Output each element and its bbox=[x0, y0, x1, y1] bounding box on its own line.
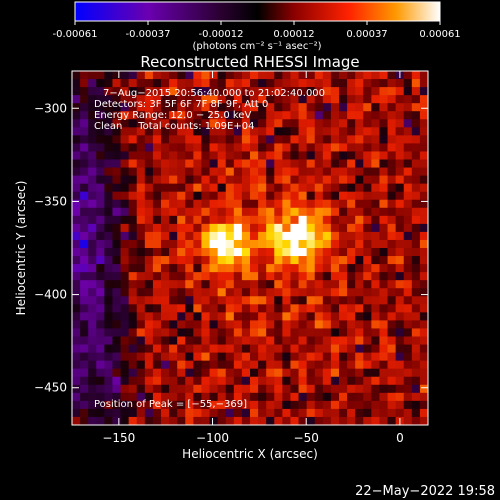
x-tick-label: 0 bbox=[396, 431, 404, 445]
colorbar-ticks: -0.00061 -0.00037 -0.00012 0.00012 0.00037 0.… bbox=[53, 21, 461, 40]
colorbar-tick-label: -0.00012 bbox=[199, 29, 244, 40]
heatmap-image bbox=[72, 71, 428, 425]
info-annotations: 7−Aug−2015 20:56:40.000 to 21:02:40.000 … bbox=[94, 88, 325, 410]
annotation-detectors: Detectors: 3F 5F 6F 7F 8F 9F, Att 0 bbox=[94, 99, 268, 110]
y-tick-label: −450 bbox=[34, 381, 67, 395]
y-axis-ticks: −300 −350 −400 −450 bbox=[34, 101, 428, 395]
colorbar-tick-label: 0.00037 bbox=[346, 29, 387, 40]
x-tick-label: −50 bbox=[294, 431, 319, 445]
colorbar-units: (photons cm⁻² s⁻¹ asec⁻²) bbox=[192, 41, 321, 52]
x-tick-label: −100 bbox=[196, 431, 229, 445]
colorbar-tick-label: 0.00061 bbox=[419, 29, 460, 40]
y-tick-label: −350 bbox=[34, 194, 67, 208]
colorbar-tick-label: -0.00061 bbox=[53, 29, 98, 40]
annotation-time: 7−Aug−2015 20:56:40.000 to 21:02:40.000 bbox=[103, 88, 325, 99]
annotation-peak: Position of Peak = [−55,−369] bbox=[94, 399, 247, 410]
colorbar-tick-label: 0.00012 bbox=[273, 29, 314, 40]
plot-frame bbox=[71, 70, 429, 426]
y-tick-label: −400 bbox=[34, 288, 67, 302]
colorbar bbox=[74, 1, 441, 22]
colorbar-tick-label: -0.00037 bbox=[126, 29, 171, 40]
annotation-method: Clean Total counts: 1.09E+04 bbox=[94, 121, 254, 132]
x-axis-ticks: −150 −100 −50 0 bbox=[102, 71, 404, 445]
y-tick-label: −300 bbox=[34, 101, 67, 115]
chart-title: Reconstructed RHESSI Image bbox=[140, 53, 359, 71]
annotation-energy: Energy Range: 12.0 − 25.0 keV bbox=[94, 110, 251, 121]
x-axis-label: Heliocentric X (arcsec) bbox=[182, 447, 318, 461]
y-axis-label: Heliocentric Y (arcsec) bbox=[14, 181, 28, 316]
x-tick-label: −150 bbox=[102, 431, 135, 445]
footer-date: 22−May−2022 19:58 bbox=[355, 484, 495, 499]
